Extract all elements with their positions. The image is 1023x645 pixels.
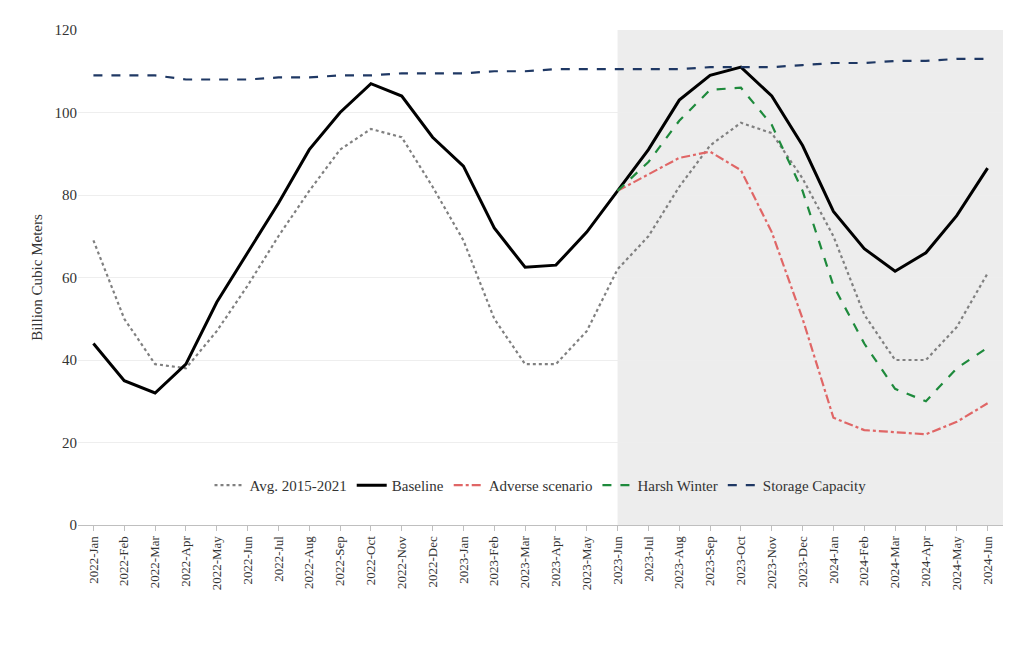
svg-text:2023-Aug: 2023-Aug [671,536,686,589]
svg-text:2022-Feb: 2022-Feb [116,536,131,586]
svg-text:2024-May: 2024-May [949,536,964,591]
svg-text:80: 80 [62,187,77,203]
svg-text:2022-May: 2022-May [209,536,224,591]
svg-text:2022-Jul: 2022-Jul [271,536,286,582]
svg-text:Baseline: Baseline [392,478,444,494]
svg-text:2022-Mar: 2022-Mar [147,536,162,589]
svg-text:2024-Feb: 2024-Feb [856,536,871,586]
svg-text:Avg. 2015-2021: Avg. 2015-2021 [250,478,347,494]
svg-text:2022-Apr: 2022-Apr [178,536,193,587]
svg-text:2023-Jan: 2023-Jan [456,536,471,584]
svg-text:2023-Sep: 2023-Sep [702,536,717,586]
svg-text:2022-Jun: 2022-Jun [240,536,255,585]
svg-text:2022-Jan: 2022-Jan [86,536,101,584]
svg-text:2022-Nov: 2022-Nov [394,536,409,589]
svg-text:2023-Apr: 2023-Apr [548,536,563,587]
svg-text:Billion Cubic Meters: Billion Cubic Meters [29,214,45,341]
svg-text:0: 0 [70,517,78,533]
svg-text:2024-Mar: 2024-Mar [887,536,902,589]
svg-text:60: 60 [62,270,77,286]
svg-text:2023-Feb: 2023-Feb [486,536,501,586]
svg-text:20: 20 [62,435,77,451]
svg-text:2024-Jun: 2024-Jun [980,536,995,585]
svg-text:2022-Dec: 2022-Dec [425,536,440,587]
svg-text:2023-Jun: 2023-Jun [610,536,625,585]
svg-text:2022-Aug: 2022-Aug [301,536,316,589]
svg-text:2023-Dec: 2023-Dec [795,536,810,587]
svg-text:2023-Jul: 2023-Jul [641,536,656,582]
svg-text:2022-Sep: 2022-Sep [332,536,347,586]
svg-text:100: 100 [55,105,78,121]
svg-text:Adverse scenario: Adverse scenario [489,478,593,494]
svg-text:Harsh Winter: Harsh Winter [637,478,717,494]
svg-text:2024-Apr: 2024-Apr [918,536,933,587]
svg-text:Storage Capacity: Storage Capacity [763,478,866,494]
svg-text:2023-May: 2023-May [579,536,594,591]
svg-text:2023-Nov: 2023-Nov [764,536,779,589]
svg-text:120: 120 [55,22,78,38]
svg-text:2023-Mar: 2023-Mar [517,536,532,589]
svg-text:40: 40 [62,352,77,368]
svg-text:2022-Oct: 2022-Oct [363,536,378,585]
svg-text:2024-Jan: 2024-Jan [826,536,841,584]
svg-text:2023-Oct: 2023-Oct [733,536,748,585]
